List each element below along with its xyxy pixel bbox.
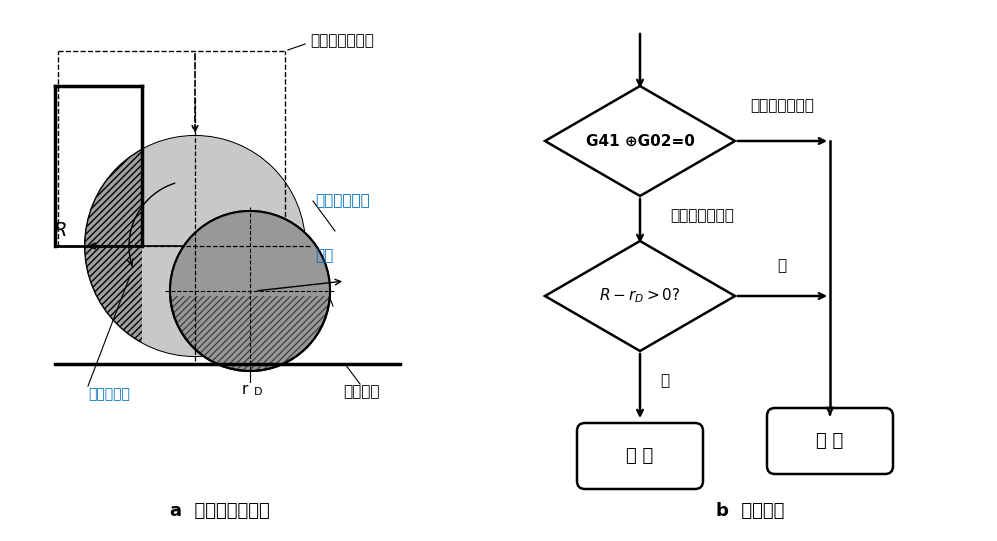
- Text: 是（外侧加工）: 是（外侧加工）: [750, 98, 814, 114]
- Text: 报 警: 报 警: [626, 447, 654, 465]
- Ellipse shape: [170, 211, 330, 371]
- Ellipse shape: [85, 136, 305, 356]
- Text: $R-r_D>0?$: $R-r_D>0?$: [599, 287, 681, 305]
- Text: 是: 是: [778, 259, 787, 274]
- Text: a  圆弧加工过切削: a 圆弧加工过切削: [170, 502, 270, 520]
- Text: 过切削部分: 过切削部分: [88, 387, 130, 401]
- Text: 刀具中心轨迹: 刀具中心轨迹: [315, 194, 370, 208]
- Text: R: R: [53, 221, 67, 241]
- Text: 否（内侧加工）: 否（内侧加工）: [670, 208, 734, 223]
- Ellipse shape: [170, 211, 330, 371]
- Text: 编程轨迹: 编程轨迹: [344, 385, 380, 399]
- Text: D: D: [254, 387, 262, 397]
- FancyBboxPatch shape: [767, 408, 893, 474]
- Text: r: r: [242, 381, 248, 397]
- Text: 刀具: 刀具: [315, 248, 333, 263]
- Text: 否: 否: [660, 373, 669, 388]
- Text: b  判别流程: b 判别流程: [716, 502, 785, 520]
- Text: 发出报警程序段: 发出报警程序段: [310, 34, 374, 49]
- FancyBboxPatch shape: [577, 423, 703, 489]
- Ellipse shape: [85, 136, 305, 356]
- Text: G41 ⊕G02=0: G41 ⊕G02=0: [585, 134, 695, 148]
- Polygon shape: [545, 241, 735, 351]
- Polygon shape: [545, 86, 735, 196]
- Text: 返 回: 返 回: [817, 432, 843, 450]
- Ellipse shape: [85, 136, 305, 356]
